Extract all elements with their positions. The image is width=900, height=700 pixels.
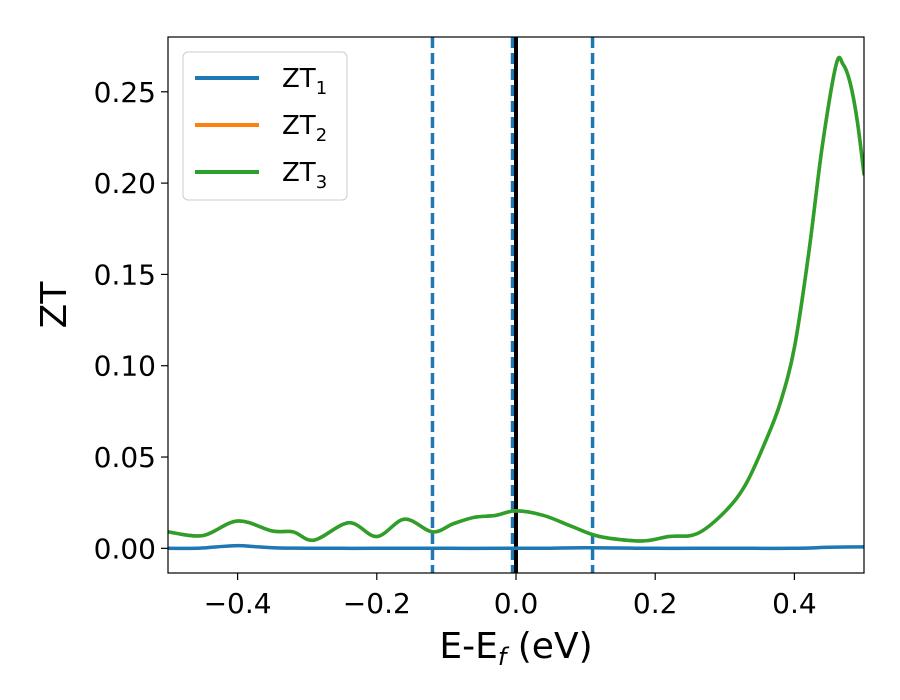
y-tick-label: 0.05 — [94, 441, 156, 474]
x-axis-ticks: −0.4 −0.2 0.0 0.2 0.4 — [204, 573, 817, 620]
x-tick-label: 0.4 — [772, 587, 817, 620]
y-tick-label: 0.15 — [94, 258, 156, 291]
x-tick-label: 0.0 — [494, 587, 539, 620]
x-axis-title: E-Ef (eV) — [439, 626, 592, 671]
y-tick-label: 0.25 — [94, 76, 156, 109]
series-lines — [168, 55, 864, 551]
reference-lines — [430, 37, 595, 573]
x-tick-label: −0.2 — [343, 587, 411, 620]
legend-box — [182, 51, 348, 201]
legend-label-zt2: ZT2 — [282, 111, 327, 146]
legend: ZT1 ZT2 ZT3 — [182, 51, 348, 201]
y-axis-title: ZT — [34, 281, 75, 329]
legend-label-zt1: ZT1 — [282, 64, 327, 99]
y-tick-label: 0.20 — [94, 167, 156, 200]
x-tick-label: −0.4 — [204, 587, 272, 620]
legend-label-zt3: ZT3 — [282, 158, 327, 193]
series-line-zt3 — [168, 55, 864, 543]
y-axis-ticks: 0.00 0.05 0.10 0.15 0.20 0.25 — [94, 76, 168, 565]
y-tick-label: 0.00 — [94, 532, 156, 565]
y-tick-label: 0.10 — [94, 350, 156, 383]
series-line-zt1 — [168, 543, 864, 551]
x-tick-label: 0.2 — [633, 587, 678, 620]
